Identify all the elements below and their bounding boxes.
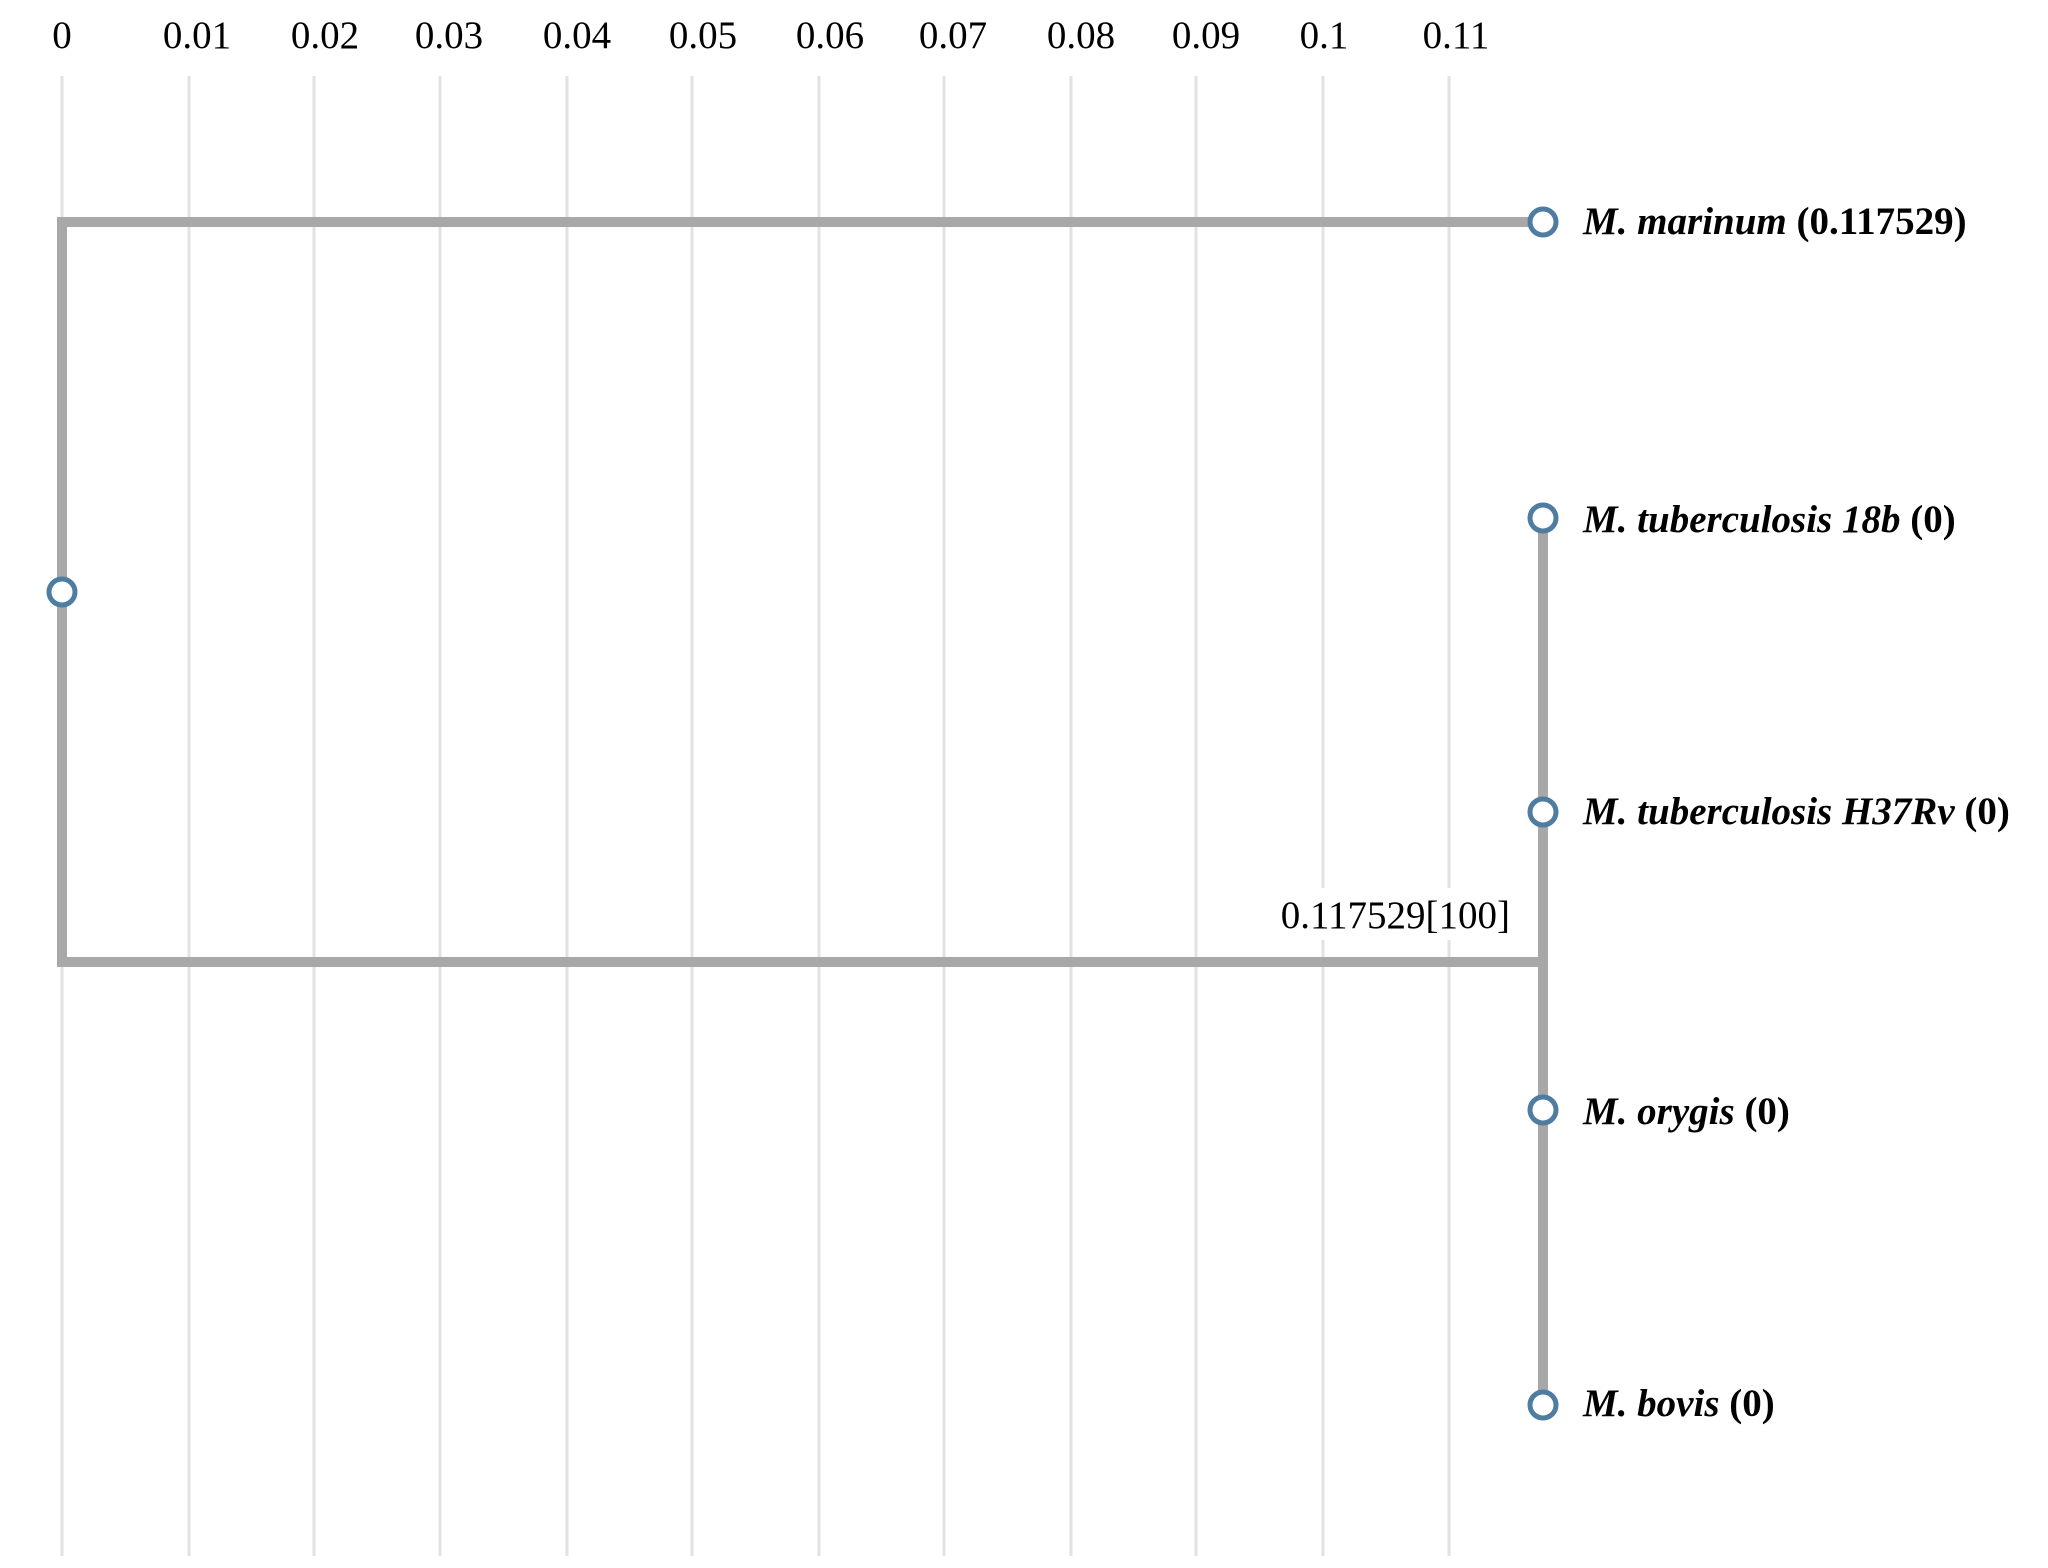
leaf-label: M. tuberculosis H37Rv (0) <box>1582 790 2010 833</box>
axis-tick-label: 0.05 <box>669 14 737 57</box>
leaf-label: M. marinum (0.117529) <box>1582 200 1967 243</box>
internal-node-label-group: 0.117529[100] <box>1262 888 1516 940</box>
leaf-node-orygis[interactable] <box>1527 1094 1559 1126</box>
leaf-branch-value: (0) <box>1744 1090 1789 1133</box>
leaf-node-bovis[interactable] <box>1527 1389 1559 1421</box>
internal-node-label-background <box>1262 888 1516 940</box>
leaf-branch-value: (0) <box>1964 790 2009 833</box>
axis-tick-label: 0.07 <box>919 14 987 57</box>
leaf-label: M. tuberculosis 18b (0) <box>1582 498 1956 541</box>
leaf-label: M. bovis (0) <box>1582 1382 1775 1425</box>
axis-tick-label: 0.02 <box>291 14 359 57</box>
internal-node-label: 0.117529[100] <box>1281 894 1510 937</box>
root-node[interactable] <box>46 576 78 608</box>
leaf-species-name: M. bovis <box>1582 1382 1720 1425</box>
leaf-labels: M. marinum (0.117529) M. tuberculosis 18… <box>1582 200 2010 1425</box>
axis-tick-label: 0.04 <box>543 14 611 57</box>
axis-tick-label: 0 <box>52 14 72 57</box>
axis-tick-label: 0.03 <box>415 14 483 57</box>
axis-tick-label: 0.11 <box>1423 14 1490 57</box>
leaf-branch-value: (0) <box>1729 1382 1774 1425</box>
axis-tick-label: 0.09 <box>1172 14 1240 57</box>
leaf-species-name: M. orygis <box>1582 1090 1735 1133</box>
leaf-label: M. orygis (0) <box>1582 1090 1790 1133</box>
gridlines <box>60 76 1451 1556</box>
branches <box>57 217 1548 1410</box>
leaf-branch-value: (0) <box>1910 498 1955 541</box>
axis-tick-label: 0.08 <box>1047 14 1115 57</box>
leaf-branch-value: (0.117529) <box>1797 200 1967 243</box>
axis-ticks: 0 0.01 0.02 0.03 0.04 0.05 0.06 0.07 0.0… <box>52 14 1489 57</box>
leaf-species-name: M. tuberculosis H37Rv <box>1582 790 1955 833</box>
leaf-node-tuberculosis-18b[interactable] <box>1527 502 1559 534</box>
nodes <box>46 206 1559 1421</box>
axis-tick-label: 0.1 <box>1300 14 1349 57</box>
leaf-species-name: M. tuberculosis 18b <box>1582 498 1900 541</box>
leaf-node-marinum[interactable] <box>1527 206 1559 238</box>
axis-tick-label: 0.06 <box>796 14 864 57</box>
leaf-species-name: M. marinum <box>1582 200 1787 243</box>
axis-tick-label: 0.01 <box>163 14 231 57</box>
leaf-node-tuberculosis-h37rv[interactable] <box>1527 796 1559 828</box>
